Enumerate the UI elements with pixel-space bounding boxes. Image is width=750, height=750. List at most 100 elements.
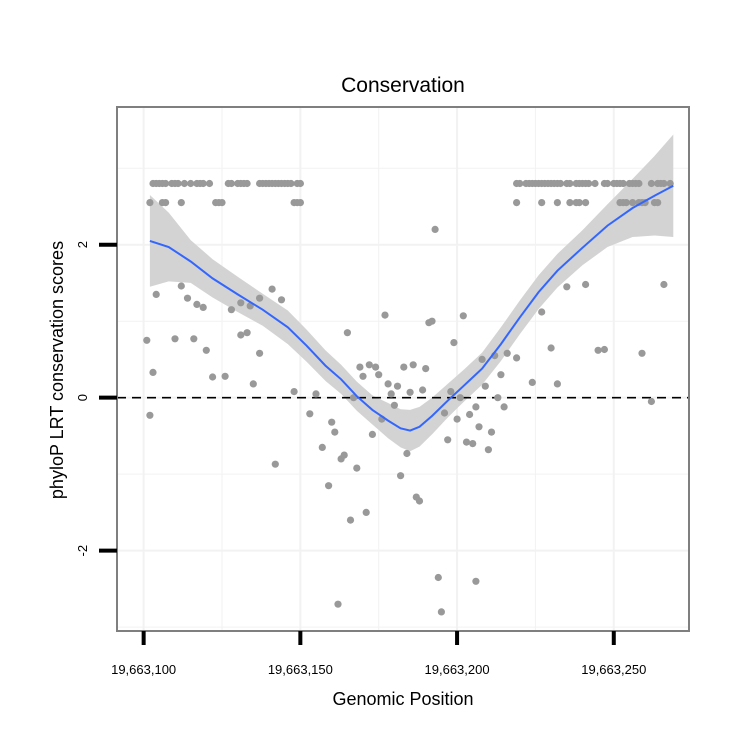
data-point — [566, 179, 574, 188]
data-point — [227, 306, 235, 314]
data-point — [538, 199, 546, 207]
data-point — [422, 365, 430, 373]
data-point — [174, 179, 182, 188]
data-point — [444, 436, 452, 444]
data-point — [296, 179, 304, 188]
data-point — [409, 361, 417, 369]
x-tick-label: 19,663,250 — [581, 662, 646, 677]
data-point — [469, 440, 477, 448]
data-point — [343, 329, 351, 337]
data-point — [415, 497, 424, 505]
data-point — [287, 179, 295, 188]
data-point — [193, 300, 201, 308]
data-point — [494, 394, 502, 402]
y-axis: -2 0 2 — [75, 241, 117, 556]
data-point — [437, 608, 445, 616]
data-point — [513, 199, 521, 207]
data-point — [406, 388, 414, 396]
data-point — [202, 346, 210, 354]
data-point — [387, 390, 395, 398]
data-point — [582, 280, 590, 289]
data-point — [403, 449, 411, 458]
data-point — [290, 388, 298, 396]
data-point — [381, 311, 389, 319]
y-tick-label: -2 — [75, 545, 90, 557]
data-point — [375, 371, 383, 379]
data-point — [149, 368, 157, 376]
data-point — [368, 430, 376, 438]
y-axis-title: phyloP LRT conservation scores — [47, 241, 67, 499]
data-point — [591, 179, 599, 188]
data-point — [209, 373, 217, 381]
data-point — [256, 294, 264, 302]
data-point — [143, 336, 151, 344]
data-point — [162, 179, 170, 188]
data-point — [393, 382, 402, 390]
data-point — [205, 179, 214, 188]
data-point — [221, 372, 229, 380]
data-point — [516, 179, 524, 188]
data-point — [594, 346, 602, 354]
data-point — [372, 363, 380, 371]
data-point — [237, 299, 245, 307]
data-point — [146, 411, 154, 419]
data-point — [152, 290, 160, 298]
data-point — [638, 349, 646, 357]
data-point — [556, 179, 565, 188]
data-point — [365, 361, 373, 369]
smooth-line — [149, 184, 674, 432]
data-point — [346, 516, 355, 524]
data-point — [171, 335, 179, 343]
data-point — [318, 443, 326, 451]
data-point — [600, 345, 609, 354]
data-point — [190, 335, 198, 343]
data-point — [566, 199, 574, 207]
data-point — [440, 409, 449, 417]
data-point — [256, 349, 264, 357]
x-axis-title: Genomic Position — [332, 689, 473, 709]
data-point — [497, 371, 505, 379]
data-point — [390, 401, 398, 409]
data-point — [340, 451, 348, 459]
data-point — [487, 428, 496, 436]
data-point — [472, 577, 480, 585]
data-point — [475, 423, 483, 431]
chart-title: Conservation — [341, 74, 465, 97]
data-point — [629, 199, 637, 207]
y-tick-label: 2 — [75, 241, 90, 248]
data-point — [434, 573, 442, 582]
data-point — [227, 179, 235, 188]
data-point — [331, 428, 339, 436]
data-point — [453, 415, 461, 423]
data-point — [563, 283, 571, 291]
y-tick-label: 0 — [75, 394, 90, 401]
grid-minor — [117, 107, 689, 631]
data-point — [384, 380, 392, 388]
data-point — [472, 403, 480, 411]
data-point — [428, 317, 436, 325]
data-point — [162, 199, 170, 207]
data-point — [328, 418, 336, 426]
data-point — [271, 460, 279, 468]
data-point — [484, 446, 492, 454]
data-point — [603, 179, 612, 188]
confidence-band — [149, 134, 674, 452]
data-point — [243, 329, 251, 337]
data-point — [146, 199, 154, 207]
data-point — [478, 355, 486, 363]
data-point — [447, 388, 455, 396]
data-point — [312, 390, 320, 398]
data-point — [177, 199, 185, 207]
data-point — [249, 380, 257, 388]
x-axis: 19,663,100 19,663,150 19,663,200 19,663,250 — [111, 631, 646, 677]
data-point — [619, 179, 627, 188]
data-point — [199, 179, 207, 188]
data-point — [547, 344, 555, 352]
x-tick-label: 19,663,100 — [111, 662, 176, 677]
data-point — [362, 508, 370, 516]
data-point — [647, 397, 656, 406]
data-point — [647, 179, 656, 188]
data-point — [353, 464, 361, 472]
data-point — [450, 339, 458, 347]
